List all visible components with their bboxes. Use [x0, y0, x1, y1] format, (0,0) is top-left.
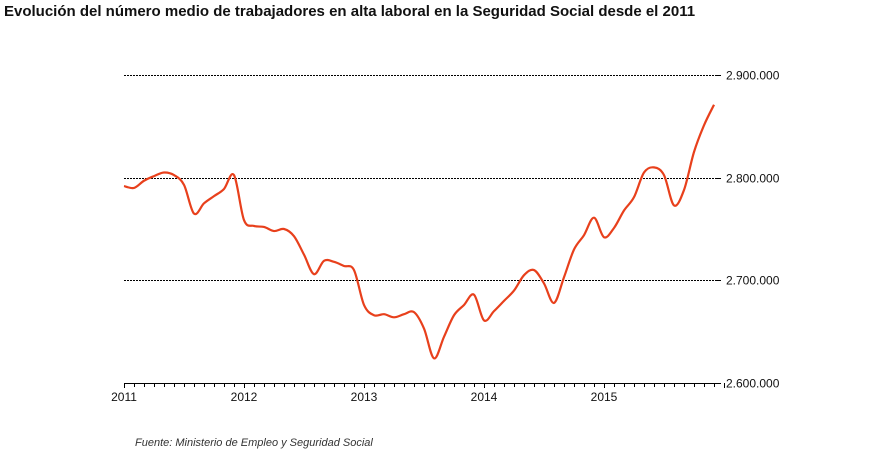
x-tick-label: 2011 [111, 390, 137, 404]
x-tick-label: 2013 [351, 390, 378, 404]
y-tick-label: 2.600.000 [726, 377, 780, 391]
y-tick-label: 2.900.000 [726, 69, 780, 83]
y-tick-label: 2.700.000 [726, 274, 780, 288]
chart-source: Fuente: Ministerio de Empleo y Seguridad… [135, 437, 373, 449]
x-tick-label: 2015 [591, 390, 618, 404]
y-tick-label: 2.800.000 [726, 172, 780, 186]
chart-title: Evolución del número medio de trabajador… [4, 3, 696, 20]
x-tick-label: 2012 [231, 390, 258, 404]
x-tick-label: 2014 [471, 390, 498, 404]
series-line [123, 104, 715, 360]
